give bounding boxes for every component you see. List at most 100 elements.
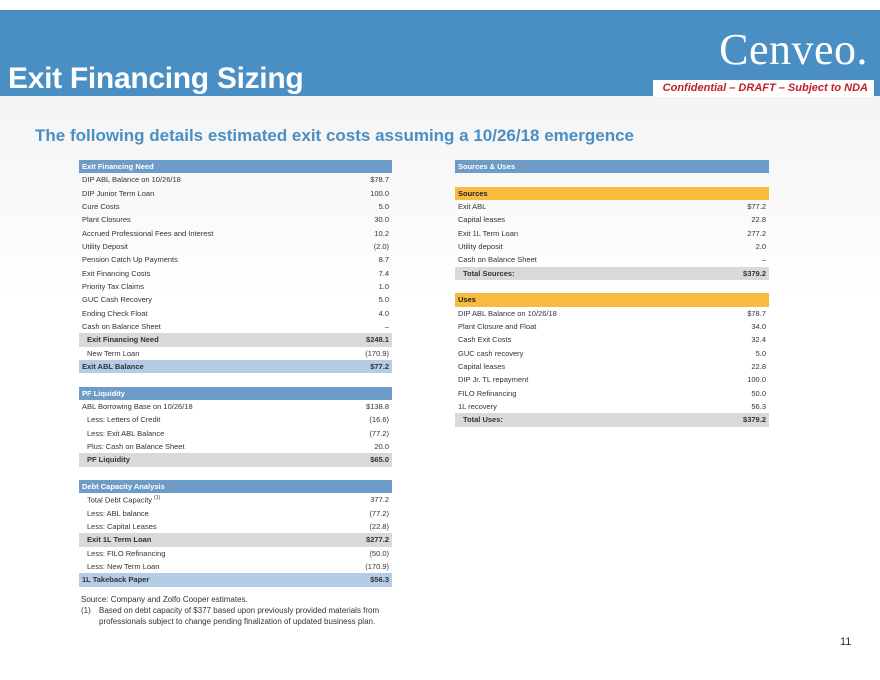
row-value: (2.0) bbox=[373, 242, 389, 252]
table-row: Utility Deposit (2.0) bbox=[79, 240, 392, 253]
row-value: (16.6) bbox=[369, 415, 389, 425]
table-row: GUC Cash Recovery 5.0 bbox=[79, 293, 392, 306]
row-label: 1L recovery bbox=[458, 402, 497, 412]
page-number: 11 bbox=[840, 636, 852, 648]
header-banner: Exit Financing Sizing Cenveo. bbox=[0, 10, 880, 96]
row-value: (22.8) bbox=[369, 522, 389, 532]
table-row: Pension Catch Up Payments 8.7 bbox=[79, 253, 392, 266]
uses-header: Uses bbox=[455, 293, 769, 307]
table-row: DIP Junior Term Loan 100.0 bbox=[79, 187, 392, 200]
exit-need-total-row: Exit Financing Need $248.1 bbox=[79, 333, 392, 347]
row-value: 100.0 bbox=[370, 188, 389, 198]
row-label: Exit Financing Need bbox=[79, 333, 330, 347]
row-value: 2.0 bbox=[755, 242, 766, 252]
row-value: 20.0 bbox=[374, 442, 389, 452]
row-label: Less: Capital Leases bbox=[87, 522, 157, 532]
table-row: Less: Exit ABL Balance (77.2) bbox=[79, 427, 392, 440]
row-value: (170.9) bbox=[365, 562, 389, 571]
row-label: Plant Closure and Float bbox=[458, 322, 537, 332]
row-label: Total Sources: bbox=[455, 266, 696, 280]
row-label: Total Uses: bbox=[455, 413, 696, 427]
row-label: DIP Jr. TL repayment bbox=[458, 375, 529, 385]
table-row: Cash Exit Costs 32.4 bbox=[455, 333, 769, 346]
borrowing-base-row: ABL Borrowing Base on 10/26/18 $138.8 bbox=[79, 400, 392, 413]
table-row: Cash on Balance Sheet – bbox=[79, 320, 392, 333]
spacer-row bbox=[79, 467, 392, 480]
row-value: 4.0 bbox=[378, 308, 389, 318]
row-value: 100.0 bbox=[747, 375, 766, 385]
total-sources-row: Total Sources: $379.2 bbox=[455, 266, 769, 280]
row-label: Utility Deposit bbox=[82, 242, 128, 252]
row-value: – bbox=[761, 255, 766, 265]
row-value: 56.3 bbox=[751, 402, 766, 412]
row-label: Exit 1L Term Loan bbox=[79, 533, 330, 547]
debt-capacity-header: Debt Capacity Analysis bbox=[79, 479, 392, 494]
row-label: FILO Refinancing bbox=[458, 388, 517, 398]
table-row: DIP ABL Balance on 10/26/18 $78.7 bbox=[79, 173, 392, 186]
table-row: Priority Tax Claims 1.0 bbox=[79, 280, 392, 293]
row-label: Total Debt Capacity (1) bbox=[79, 493, 330, 506]
row-label: Less: Letters of Credit bbox=[87, 415, 161, 425]
row-label: Priority Tax Claims bbox=[82, 282, 144, 292]
row-value: $248.1 bbox=[330, 333, 392, 347]
row-value: $138.8 bbox=[366, 402, 389, 412]
spacer-row bbox=[455, 280, 769, 293]
row-label: Cash on Balance Sheet bbox=[82, 322, 161, 332]
row-label: Pension Catch Up Payments bbox=[82, 255, 178, 265]
sources-uses-header-row: Sources & Uses bbox=[455, 160, 769, 174]
new-term-loan-row: New Term Loan (170.9) bbox=[79, 347, 392, 360]
row-label: Ending Check Float bbox=[82, 308, 148, 318]
row-value: (77.2) bbox=[369, 508, 389, 518]
table-row: 1L recovery 56.3 bbox=[455, 400, 769, 413]
row-label: DIP Junior Term Loan bbox=[82, 188, 155, 198]
row-value: 34.0 bbox=[751, 322, 766, 332]
exit-abl-balance-row: Exit ABL Balance $77.2 bbox=[79, 359, 392, 374]
row-value: (50.0) bbox=[369, 548, 389, 558]
row-label: Capital leases bbox=[458, 362, 506, 372]
table-row: Plus: Cash on Balance Sheet 20.0 bbox=[79, 440, 392, 453]
table-row: Exit Financing Costs 7.4 bbox=[79, 267, 392, 280]
row-value: $56.3 bbox=[330, 573, 392, 587]
table-row: Plant Closure and Float 34.0 bbox=[455, 320, 769, 333]
table-row: Capital leases 22.8 bbox=[455, 213, 769, 226]
row-value: 30.0 bbox=[374, 215, 389, 225]
exit-need-header-row: Exit Financing Need bbox=[79, 160, 392, 174]
row-value: 277.2 bbox=[747, 228, 766, 238]
row-label: ABL Borrowing Base on 10/26/18 bbox=[82, 402, 193, 412]
row-label: Exit 1L Term Loan bbox=[458, 228, 519, 238]
footnote-1: (1) Based on debt capacity of $377 based… bbox=[81, 605, 411, 627]
sources-uses-table: Sources & Uses Sources Exit ABL $77.2 Capi… bbox=[455, 160, 769, 427]
row-label: Cure Costs bbox=[82, 202, 120, 212]
sources-uses-header: Sources & Uses bbox=[455, 160, 769, 174]
row-label: New Term Loan bbox=[87, 348, 140, 358]
row-label: Capital leases bbox=[458, 215, 506, 225]
total-uses-row: Total Uses: $379.2 bbox=[455, 413, 769, 427]
confidential-label: Confidential – DRAFT – Subject to NDA bbox=[652, 80, 874, 97]
table-row: FILO Refinancing 50.0 bbox=[455, 387, 769, 400]
table-row: Less: Letters of Credit (16.6) bbox=[79, 413, 392, 426]
row-value: 5.0 bbox=[378, 202, 389, 212]
row-label: Less: ABL balance bbox=[87, 508, 149, 518]
row-value: $78.7 bbox=[370, 175, 389, 185]
page-title: Exit Financing Sizing bbox=[8, 62, 304, 95]
table-row: Utility deposit 2.0 bbox=[455, 240, 769, 253]
row-value: (170.9) bbox=[365, 348, 389, 358]
row-label: Exit Financing Costs bbox=[82, 268, 151, 278]
row-value: $77.2 bbox=[330, 359, 392, 374]
uses-rows: DIP ABL Balance on 10/26/18 $78.7 Plant Cl… bbox=[455, 307, 769, 414]
row-value: 5.0 bbox=[378, 295, 389, 305]
row-value: 7.4 bbox=[378, 268, 389, 278]
table-row: Less: New Term Loan (170.9) bbox=[79, 560, 392, 573]
exit-need-rows: DIP ABL Balance on 10/26/18 $78.7 DIP Juni… bbox=[79, 173, 392, 333]
row-label: Plus: Cash on Balance Sheet bbox=[87, 442, 185, 452]
row-value: – bbox=[384, 322, 389, 332]
row-value: 22.8 bbox=[751, 215, 766, 225]
row-label: Less: FILO Refinancing bbox=[87, 548, 166, 558]
pf-liquidity-rows: Less: Letters of Credit (16.6) Less: Exit … bbox=[79, 413, 392, 453]
row-label: Accrued Professional Fees and Interest bbox=[82, 228, 214, 238]
row-label: 1L Takeback Paper bbox=[79, 573, 330, 587]
sources-header: Sources bbox=[455, 186, 769, 200]
footnote-ref: (1) bbox=[154, 495, 161, 502]
row-label: DIP ABL Balance on 10/26/18 bbox=[458, 308, 557, 318]
row-value: $379.2 bbox=[696, 266, 769, 280]
